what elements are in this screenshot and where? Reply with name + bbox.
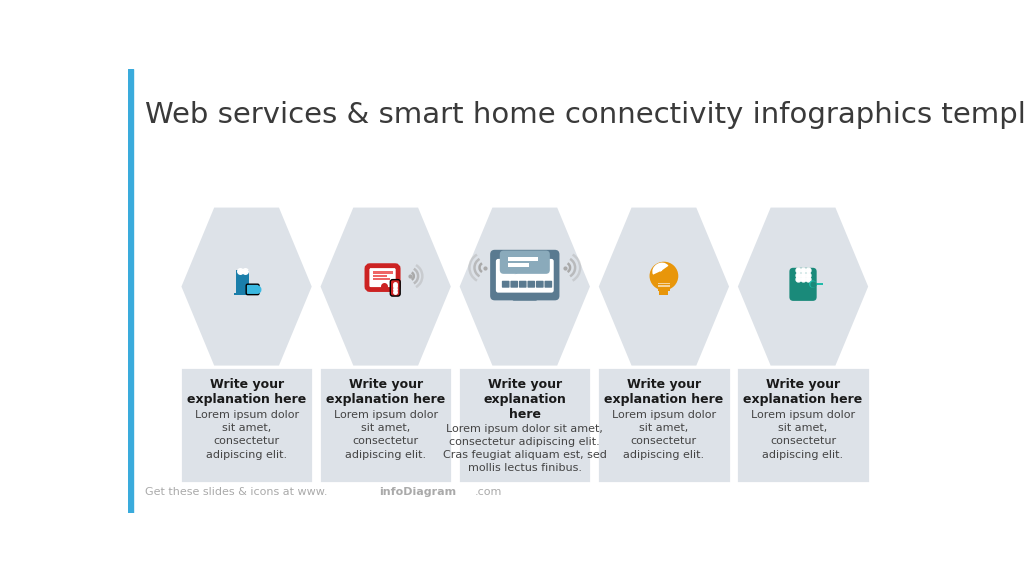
FancyBboxPatch shape — [246, 284, 259, 295]
Bar — [180, 367, 313, 483]
Bar — [659, 290, 669, 295]
Polygon shape — [180, 206, 313, 367]
Text: Get these slides & icons at www.: Get these slides & icons at www. — [145, 487, 328, 497]
Circle shape — [809, 281, 816, 288]
Circle shape — [649, 262, 678, 290]
Text: .com: .com — [475, 487, 503, 497]
FancyBboxPatch shape — [519, 281, 526, 287]
Text: Write your
explanation here: Write your explanation here — [604, 378, 724, 406]
Text: Lorem ipsum dolor sit amet,
consectetur adipiscing elit.
Cras feugiat aliquam es: Lorem ipsum dolor sit amet, consectetur … — [442, 423, 607, 473]
Bar — [736, 367, 869, 483]
Bar — [319, 367, 453, 483]
Bar — [508, 263, 528, 267]
Bar — [373, 275, 387, 277]
Bar — [233, 293, 259, 295]
Text: Lorem ipsum dolor
sit amet,
consectetur
adipiscing elit.: Lorem ipsum dolor sit amet, consectetur … — [195, 410, 299, 460]
FancyBboxPatch shape — [527, 281, 536, 287]
Text: infoDiagram: infoDiagram — [379, 487, 457, 497]
FancyBboxPatch shape — [790, 268, 817, 301]
FancyBboxPatch shape — [490, 250, 559, 300]
FancyBboxPatch shape — [545, 281, 552, 287]
Bar — [373, 278, 389, 280]
Bar — [597, 367, 730, 483]
FancyBboxPatch shape — [512, 294, 538, 301]
Polygon shape — [458, 206, 592, 367]
FancyBboxPatch shape — [500, 251, 550, 274]
Bar — [237, 271, 249, 274]
Bar — [128, 69, 133, 513]
FancyBboxPatch shape — [536, 281, 544, 287]
Text: Write your
explanation here: Write your explanation here — [326, 378, 445, 406]
Bar — [458, 367, 592, 483]
Polygon shape — [736, 206, 869, 367]
Bar — [246, 276, 248, 282]
Bar — [237, 272, 249, 293]
FancyBboxPatch shape — [496, 259, 554, 293]
Text: Lorem ipsum dolor
sit amet,
consectetur
adipiscing elit.: Lorem ipsum dolor sit amet, consectetur … — [612, 410, 716, 460]
Bar — [508, 257, 538, 261]
Bar — [657, 284, 670, 291]
Text: Write your
explanation here: Write your explanation here — [187, 378, 306, 406]
Text: Write your
explanation here: Write your explanation here — [743, 378, 862, 406]
Text: Lorem ipsum dolor
sit amet,
consectetur
adipiscing elit.: Lorem ipsum dolor sit amet, consectetur … — [751, 410, 855, 460]
FancyBboxPatch shape — [367, 266, 398, 290]
FancyBboxPatch shape — [502, 281, 510, 287]
Polygon shape — [597, 206, 730, 367]
FancyBboxPatch shape — [390, 279, 400, 296]
Bar — [813, 283, 823, 286]
Text: Web services & smart home connectivity infographics template: Web services & smart home connectivity i… — [145, 101, 1024, 128]
FancyBboxPatch shape — [510, 281, 518, 287]
Polygon shape — [319, 206, 453, 367]
Text: Lorem ipsum dolor
sit amet,
consectetur
adipiscing elit.: Lorem ipsum dolor sit amet, consectetur … — [334, 410, 437, 460]
Text: Write your
explanation
here: Write your explanation here — [483, 378, 566, 420]
Bar — [373, 271, 392, 274]
Bar — [657, 283, 670, 285]
Polygon shape — [515, 270, 524, 274]
Bar — [657, 285, 670, 287]
